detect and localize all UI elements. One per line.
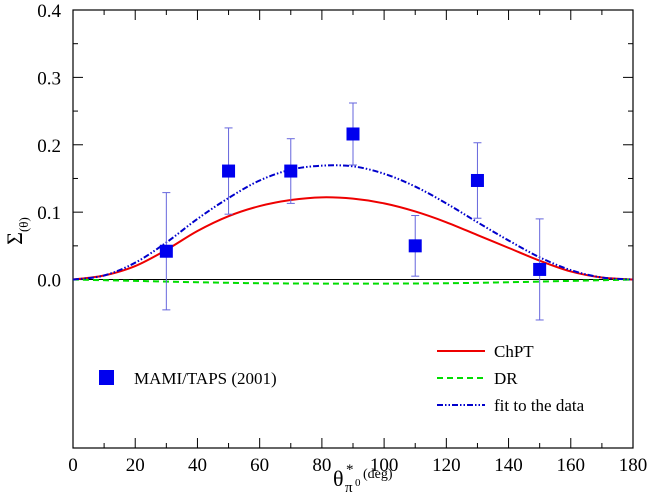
x-axis-label: θ * π 0 (deg)	[333, 462, 393, 496]
legend-label-fit: fit to the data	[494, 396, 585, 415]
x-tick-label: 100	[370, 455, 399, 476]
svg-text:Σ(θ): Σ(θ)	[2, 217, 31, 245]
legend-entry-chpt: ChPT	[437, 342, 534, 361]
series-line-2	[72, 164, 634, 281]
data-marker	[159, 244, 173, 258]
y-tick-label: 0.3	[37, 68, 61, 89]
data-point	[346, 102, 360, 166]
x-tick-label: 40	[188, 455, 207, 476]
x-axis-label-sup: *	[346, 462, 354, 478]
x-tick-label: 120	[432, 455, 461, 476]
x-tick-label: 0	[68, 455, 78, 476]
data-point	[159, 192, 173, 311]
data-point	[284, 138, 298, 204]
y-tick-label: 0.2	[37, 136, 61, 157]
data-point	[222, 127, 236, 215]
axis-ticks	[72, 9, 634, 448]
series-line-1	[72, 278, 634, 285]
x-tick-label: 60	[250, 455, 269, 476]
x-axis-label-main: θ	[333, 466, 344, 491]
series-layer	[72, 164, 634, 285]
data-points-layer	[159, 102, 547, 321]
data-point	[408, 215, 422, 277]
data-point	[470, 142, 484, 219]
y-tick-label: 0.1	[37, 203, 61, 224]
axis-tick-labels: 0 20 40 60 80 100 120 140 160 180 0.0 0.1 0.2 0.3 0.4	[37, 1, 647, 476]
y-tick-label: 0.0	[37, 271, 61, 292]
data-marker	[222, 164, 236, 178]
x-tick-label: 80	[312, 455, 331, 476]
x-axis-label-subsub: 0	[355, 477, 361, 489]
x-tick-label: 160	[557, 455, 586, 476]
series-line-0	[72, 196, 634, 281]
x-axis-label-unit: (deg)	[363, 467, 393, 482]
legend-label-dr: DR	[494, 369, 518, 388]
y-axis-label-main: Σ	[2, 232, 27, 245]
legend-entry-fit: fit to the data	[437, 396, 585, 415]
legend-entry-mami: MAMI/TAPS (2001)	[99, 369, 277, 388]
x-tick-label: 140	[494, 455, 523, 476]
data-marker	[408, 239, 422, 253]
legend-entry-dr: DR	[437, 369, 518, 388]
data-marker	[533, 262, 547, 276]
data-marker	[470, 173, 484, 187]
legend-swatch-mami	[99, 370, 114, 385]
data-marker	[346, 127, 360, 141]
y-axis-label: Σ(θ)	[2, 217, 31, 245]
legend-label-mami: MAMI/TAPS (2001)	[134, 369, 277, 388]
x-tick-label: 20	[126, 455, 145, 476]
legend: ChPT DR fit to the data MAMI/TAPS (2001)	[99, 342, 585, 415]
x-tick-label: 180	[619, 455, 648, 476]
data-point	[533, 218, 547, 321]
x-axis-label-sub: π	[345, 480, 353, 496]
data-marker	[284, 164, 298, 178]
y-axis-label-sub: (θ)	[16, 217, 31, 232]
y-tick-label: 0.4	[37, 1, 61, 22]
legend-label-chpt: ChPT	[494, 342, 534, 361]
